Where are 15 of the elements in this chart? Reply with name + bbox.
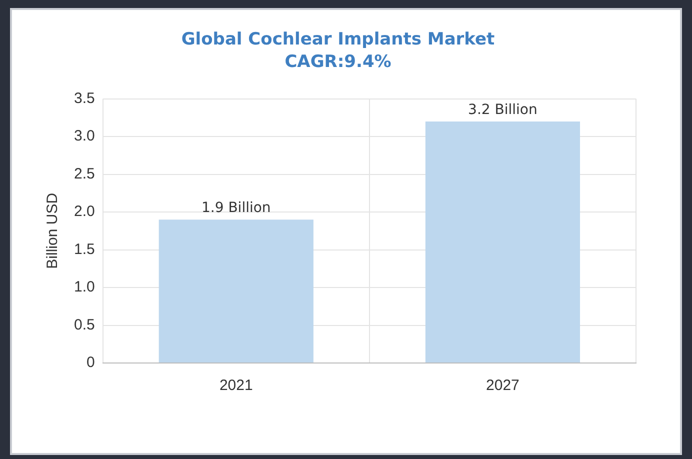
y-tick-label: 0 (86, 354, 95, 372)
y-tick-label: 3.0 (74, 128, 95, 145)
x-tick-label: 2027 (486, 377, 520, 394)
y-axis-title: Billion USD (44, 192, 62, 269)
chart-subtitle: CAGR:9.4% (284, 52, 392, 72)
x-tick-label: 2021 (219, 377, 253, 394)
y-tick-label: 0.5 (74, 316, 95, 334)
y-tick-label: 3.5 (74, 90, 95, 107)
data-label: 3.2 Billion (468, 102, 538, 118)
y-tick-label: 1.0 (74, 278, 95, 296)
y-tick-label: 2.5 (74, 165, 95, 182)
data-label: 1.9 Billion (201, 200, 271, 216)
y-tick-label: 1.5 (74, 240, 95, 258)
chart-title: Global Cochlear Implants Market (181, 30, 495, 50)
y-tick-label: 2.0 (74, 203, 95, 220)
